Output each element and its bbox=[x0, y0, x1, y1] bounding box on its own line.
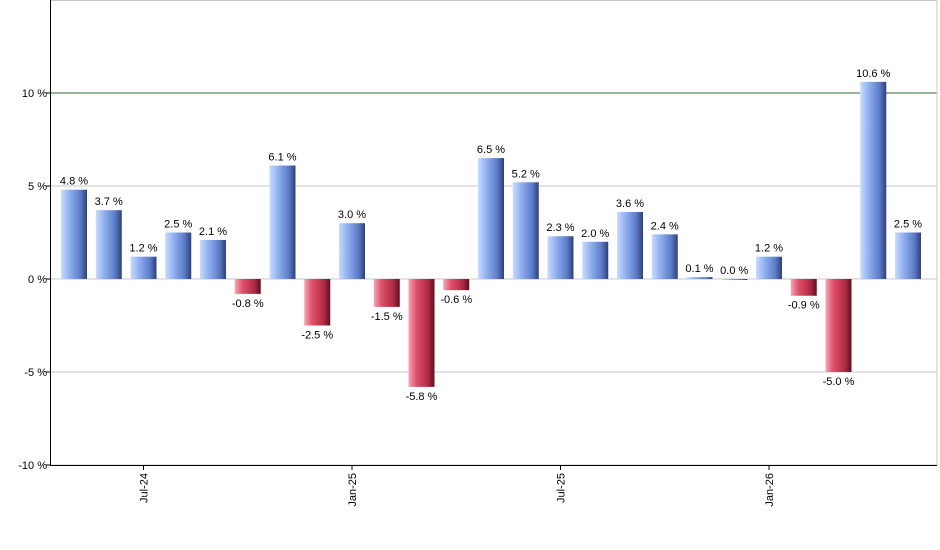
bar-value-label: -5.0 % bbox=[823, 376, 855, 388]
bar-value-label: -0.9 % bbox=[788, 300, 820, 312]
bar bbox=[686, 277, 713, 279]
bar-value-label: 0.0 % bbox=[720, 265, 748, 277]
bar bbox=[721, 279, 748, 280]
bar bbox=[478, 158, 504, 279]
y-tick-label: -5 % bbox=[24, 367, 47, 379]
bar bbox=[860, 81, 887, 279]
bar-value-label: 2.5 % bbox=[164, 219, 192, 231]
bar bbox=[825, 279, 852, 372]
bar-value-label: -0.8 % bbox=[232, 298, 264, 310]
x-tick-label: Jan-26 bbox=[764, 473, 776, 507]
y-tick-label: 5 % bbox=[28, 181, 47, 193]
bar bbox=[269, 165, 296, 279]
bar bbox=[373, 279, 400, 307]
bar bbox=[165, 232, 192, 279]
bar-value-label: 2.0 % bbox=[581, 228, 609, 240]
bar-value-label: 4.8 % bbox=[60, 176, 88, 188]
bar bbox=[95, 210, 122, 279]
bar-value-label: 6.5 % bbox=[477, 144, 505, 156]
y-tick-label: 0 % bbox=[28, 274, 47, 286]
bar bbox=[756, 256, 782, 279]
bar bbox=[617, 212, 643, 279]
bar-value-label: 6.1 % bbox=[268, 152, 296, 164]
bar-value-label: -5.8 % bbox=[406, 391, 438, 403]
bar bbox=[651, 234, 678, 279]
bar-value-label: 3.7 % bbox=[95, 196, 123, 208]
bar bbox=[200, 239, 226, 279]
bar-value-label: -1.5 % bbox=[371, 311, 403, 323]
bar bbox=[547, 236, 574, 279]
bar-value-label: -2.5 % bbox=[301, 330, 333, 342]
data-labels: 4.8 % 3.7 % 1.2 % 2.5 % 2.1 % -0.8 % 6.1 % -2.5… bbox=[60, 68, 922, 403]
bar-value-label: 2.3 % bbox=[546, 222, 574, 234]
x-tick-label: Jan-25 bbox=[347, 473, 359, 507]
bars bbox=[61, 81, 921, 387]
bar bbox=[130, 256, 157, 279]
x-tick-label: Jul-24 bbox=[139, 473, 151, 503]
bar-value-label: 0.1 % bbox=[685, 263, 713, 275]
bar bbox=[895, 232, 921, 279]
bar bbox=[234, 279, 261, 294]
bar bbox=[304, 279, 331, 326]
x-tick-label: Jul-25 bbox=[556, 473, 568, 503]
bar-value-label: 2.4 % bbox=[651, 220, 679, 232]
bar-value-label: 2.1 % bbox=[199, 226, 227, 238]
bar bbox=[790, 279, 817, 296]
bar-value-label: 3.0 % bbox=[338, 209, 366, 221]
bar-value-label: 5.2 % bbox=[512, 168, 540, 180]
bar-value-label: -0.6 % bbox=[440, 294, 472, 306]
bar bbox=[512, 182, 539, 279]
bar bbox=[408, 279, 435, 387]
bar bbox=[582, 241, 609, 279]
bar-value-label: 2.5 % bbox=[894, 219, 922, 231]
bar-value-label: 10.6 % bbox=[856, 68, 890, 80]
bar-value-label: 1.2 % bbox=[129, 243, 157, 255]
bar bbox=[339, 223, 365, 279]
bar-value-label: 1.2 % bbox=[755, 243, 783, 255]
y-tick-label: 10 % bbox=[22, 88, 47, 100]
bar bbox=[61, 189, 87, 279]
bar bbox=[443, 279, 470, 291]
y-tick-label: -10 % bbox=[18, 460, 47, 472]
bar-value-label: 3.6 % bbox=[616, 198, 644, 210]
axes: 10 % 5 % 0 % -5 % -10 % Jul-24 Jan-25 Jul-25 Jan… bbox=[18, 0, 937, 507]
